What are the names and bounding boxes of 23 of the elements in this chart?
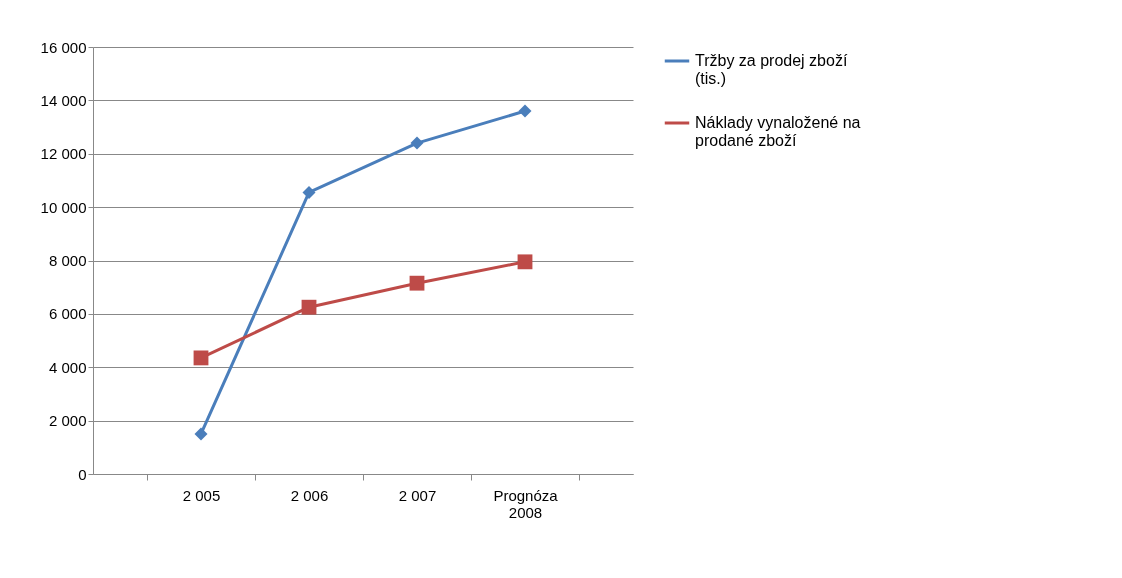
point (410, 136, 424, 150)
point (518, 104, 532, 118)
point (193, 350, 209, 366)
point (409, 275, 425, 291)
y-tick-label: 0 (78, 465, 87, 483)
y-tick-label: 14 000 (40, 91, 87, 109)
point (302, 185, 316, 199)
y-tick-label: 16 000 (40, 38, 87, 56)
x-tick-label: 2 005 (182, 486, 221, 504)
x-tick-label: 2 006 (290, 486, 329, 504)
point (301, 299, 317, 315)
legend-label: Tržby za prodej zboží (tis.) (695, 52, 848, 87)
legend-label: Náklady vynaložené na prodané zboží (695, 114, 861, 149)
y-tick-label: 2 000 (48, 412, 87, 430)
x-tick-label: Prognóza 2008 (493, 486, 559, 521)
point (194, 427, 208, 441)
y-tick-label: 10 000 (40, 198, 87, 216)
y-tick-label: 4 000 (48, 358, 87, 376)
x-tick-label: 2 007 (398, 486, 437, 504)
y-tick-label: 6 000 (48, 305, 87, 323)
y-tick-label: 8 000 (48, 252, 87, 269)
y-tick-label: 12 000 (40, 145, 87, 163)
point (517, 254, 533, 270)
